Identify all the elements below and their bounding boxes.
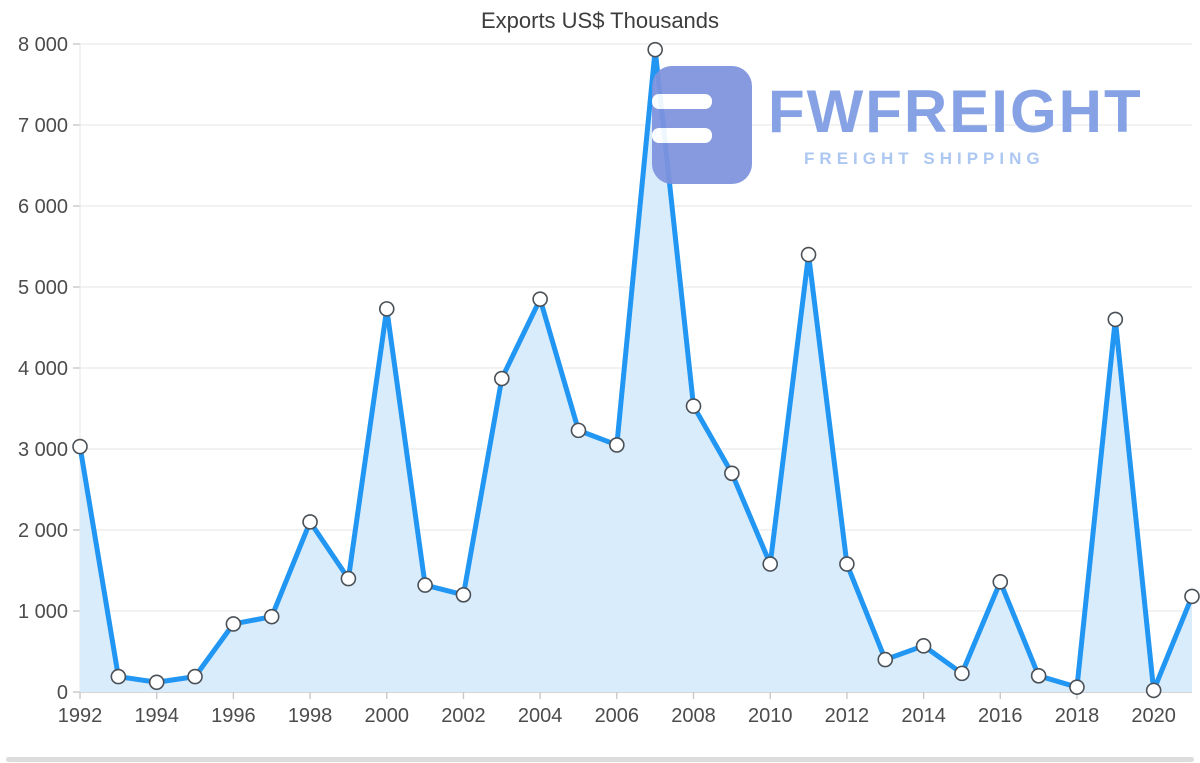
data-point-1993[interactable]: [110, 668, 127, 685]
x-tick-label: 2018: [1055, 705, 1100, 727]
data-point-2011[interactable]: [800, 246, 817, 263]
data-point-2016[interactable]: [992, 574, 1009, 590]
data-point-2020[interactable]: [1145, 682, 1162, 699]
x-tick-label: 2012: [825, 705, 870, 727]
data-point-2019[interactable]: [1107, 311, 1124, 328]
data-point-2013[interactable]: [877, 651, 894, 668]
horizontal-scrollbar[interactable]: [6, 757, 1194, 762]
data-point-2021[interactable]: [1184, 588, 1200, 605]
data-point-1994[interactable]: [148, 674, 165, 691]
y-tick-label: 4 000: [18, 358, 68, 380]
data-point-1995[interactable]: [187, 668, 203, 685]
y-tick-label: 6 000: [18, 196, 68, 218]
data-point-1992[interactable]: [72, 438, 88, 455]
data-point-2012[interactable]: [839, 556, 855, 572]
x-tick-label: 1994: [134, 705, 179, 727]
data-point-2009[interactable]: [724, 465, 740, 482]
y-tick-label: 2 000: [18, 520, 68, 542]
data-point-2000[interactable]: [378, 301, 395, 317]
y-tick-label: 0: [57, 682, 68, 704]
x-tick-label: 2010: [748, 705, 793, 727]
chart-title: Exports US$ Thousands: [480, 8, 720, 33]
data-point-2001[interactable]: [417, 577, 433, 593]
area-fill: [80, 49, 1192, 693]
data-point-2008[interactable]: [685, 398, 702, 414]
data-point-2002[interactable]: [455, 586, 472, 603]
data-point-2018[interactable]: [1069, 679, 1085, 695]
data-point-2015[interactable]: [954, 665, 970, 682]
x-tick-label: 2008: [671, 705, 716, 727]
data-point-2005[interactable]: [570, 422, 587, 439]
data-point-2004[interactable]: [532, 291, 548, 307]
y-tick-label: 1 000: [18, 601, 68, 623]
x-tick-label: 1998: [288, 705, 333, 727]
x-tick-label: 2020: [1131, 705, 1176, 727]
data-point-2014[interactable]: [915, 638, 932, 654]
data-point-2006[interactable]: [609, 437, 625, 453]
x-tick-label: 2002: [441, 705, 486, 727]
x-tick-label: 1996: [211, 705, 256, 727]
y-tick-label: 8 000: [18, 34, 68, 56]
data-point-1996[interactable]: [225, 616, 242, 632]
data-point-2007[interactable]: [647, 41, 663, 58]
x-tick-label: 2004: [518, 705, 563, 727]
data-point-2003[interactable]: [493, 370, 510, 387]
x-tick-label: 2006: [595, 705, 640, 727]
y-tick-label: 3 000: [18, 439, 68, 461]
y-tick-label: 7 000: [18, 115, 68, 137]
x-tick-label: 2014: [901, 705, 946, 727]
data-point-1997[interactable]: [263, 608, 280, 625]
x-tick-label: 2016: [978, 705, 1023, 727]
x-tick-label: 1992: [58, 705, 103, 727]
x-tick-label: 2000: [365, 705, 410, 727]
data-point-1998[interactable]: [302, 514, 318, 530]
data-point-2010[interactable]: [762, 556, 779, 572]
y-tick-label: 5 000: [18, 277, 68, 299]
data-point-1999[interactable]: [340, 570, 357, 587]
data-point-2017[interactable]: [1030, 667, 1047, 684]
